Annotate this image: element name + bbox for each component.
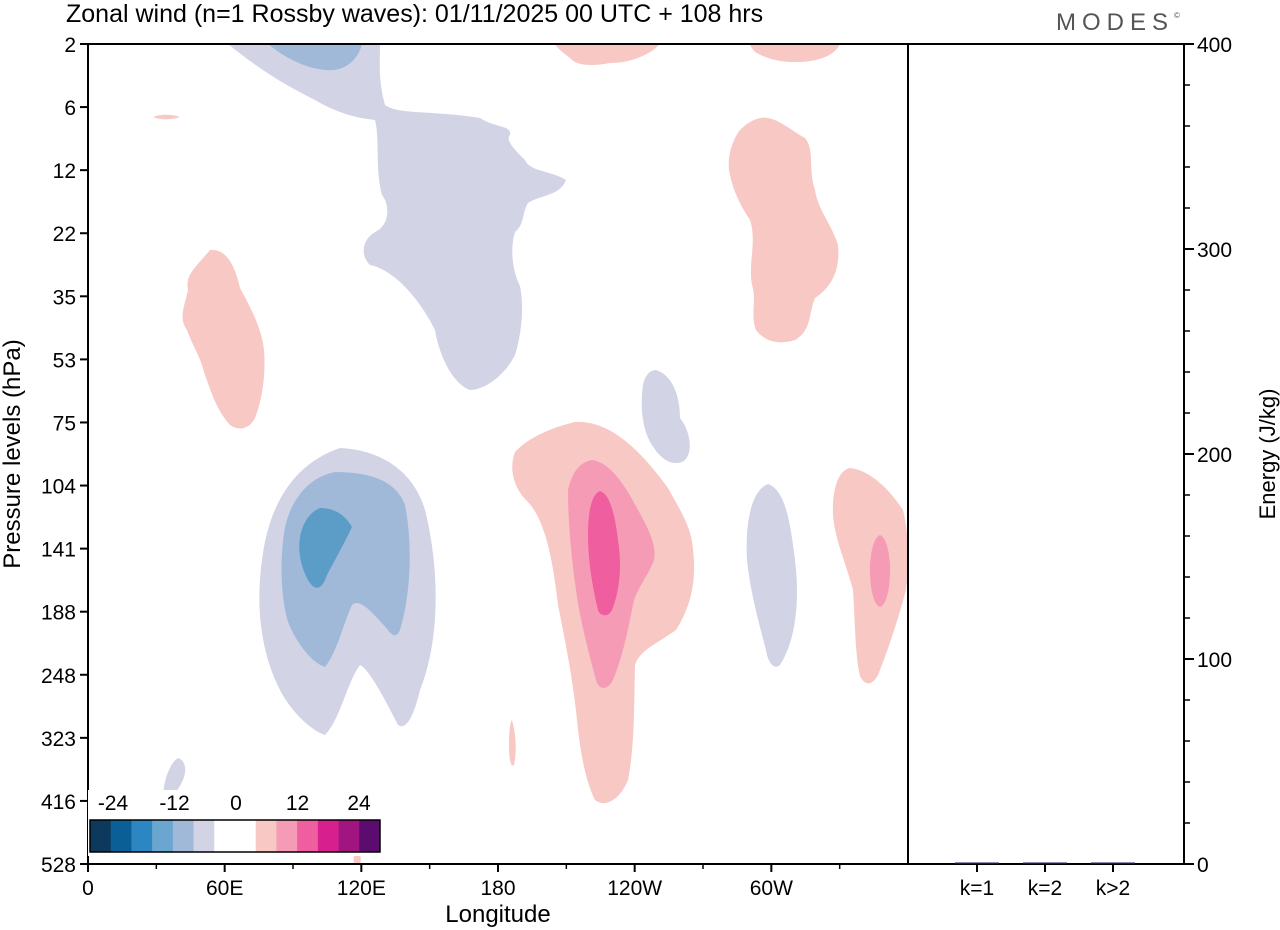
contour-pos-right-core (870, 535, 890, 607)
energy-axis-label: Energy (J/kg) (1255, 389, 1280, 520)
colorbar-swatch (214, 820, 236, 852)
longitude-tick-label: 60W (750, 877, 793, 900)
energy-tick-label: 100 (1197, 649, 1232, 672)
pressure-tick-label: 6 (64, 97, 76, 120)
energy-bar-2 (1023, 862, 1067, 864)
colorbar-swatch (297, 820, 319, 852)
energy-plot-frame (907, 43, 1185, 865)
energy-bars: k=1 k=2 k>2 (955, 862, 1135, 900)
contour-pos-top-right (750, 44, 840, 63)
brand-text: MODES (1056, 9, 1175, 36)
pressure-tick-label: 75 (53, 412, 76, 435)
colorbar-tick-label: -24 (98, 792, 129, 815)
contour-field (153, 44, 909, 864)
pressure-tick-label: 188 (41, 602, 76, 625)
pressure-tick-label: 104 (41, 476, 76, 499)
colorbar-swatch (152, 820, 174, 852)
contour-neg-upper (228, 44, 566, 390)
colorbar-tick-label: 0 (230, 792, 242, 815)
contour-pos-tiny (153, 114, 180, 120)
contour-pos-upper-right (728, 117, 839, 343)
energy-tick-label: 300 (1197, 239, 1232, 262)
colorbar-tick-label: -12 (159, 792, 189, 815)
energy-bar-3 (1091, 862, 1135, 864)
colorbar-swatch (172, 820, 194, 852)
longitude-axis: 0 60E 120E 180 120W 60W (82, 864, 841, 900)
modes-logo: MODES© (1056, 9, 1180, 36)
energy-category-label: k=2 (1028, 877, 1062, 900)
energy-bar-1 (955, 862, 999, 864)
chart-title: Zonal wind (n=1 Rossby waves): 01/11/202… (66, 0, 764, 28)
pressure-tick-label: 248 (41, 665, 76, 688)
contour-neg-mid (641, 370, 690, 464)
contour-pos-left (182, 249, 265, 429)
colorbar-swatch (193, 820, 215, 852)
contour-neg-small (163, 758, 186, 797)
colorbar-tick-label: 12 (286, 792, 309, 815)
contour-pos-top (555, 44, 660, 66)
colorbar-swatch (276, 820, 298, 852)
energy-tick-label: 0 (1197, 854, 1209, 877)
pressure-tick-label: 528 (41, 854, 76, 877)
pressure-tick-label: 12 (53, 160, 76, 183)
colorbar-swatch (317, 820, 339, 852)
pressure-tick-label: 323 (41, 728, 76, 751)
contour-neg-right (746, 484, 798, 667)
pressure-tick-label: 141 (41, 539, 76, 562)
contour-neg-left-core (299, 508, 352, 588)
colorbar-swatch (110, 820, 132, 852)
colorbar-swatch (90, 820, 112, 852)
pressure-tick-label: 35 (53, 286, 76, 309)
pressure-tick-label: 416 (41, 791, 76, 814)
longitude-tick-label: 0 (82, 877, 94, 900)
y-axis-label: Pressure levels (hPa) (0, 339, 26, 568)
longitude-tick-label: 120E (337, 877, 386, 900)
contour-pos-center-core (588, 491, 620, 616)
x-axis-label: Longitude (445, 901, 550, 928)
colorbar-swatch (255, 820, 277, 852)
colorbar-swatch (131, 820, 153, 852)
energy-tick-label: 400 (1197, 34, 1232, 57)
colorbar-swatch (235, 820, 257, 852)
longitude-tick-label: 120W (607, 877, 662, 900)
energy-axis: 0 100 200 300 400 (1184, 34, 1232, 877)
colorbar-swatch (338, 820, 360, 852)
longitude-tick-label: 180 (480, 877, 515, 900)
energy-category-label: k=1 (960, 877, 994, 900)
pressure-axis: 2 6 12 22 35 53 75 104 141 188 248 323 416 528 (41, 34, 88, 877)
pressure-tick-label: 2 (64, 34, 76, 57)
contour-pos-sliver (509, 720, 516, 766)
pressure-tick-label: 22 (53, 223, 76, 246)
pressure-tick-label: 53 (53, 349, 76, 372)
colorbar-swatch (359, 820, 381, 852)
contour-neg-upper-core (268, 44, 362, 71)
energy-category-label: k>2 (1096, 877, 1130, 900)
colorbar-legend: -24 -12 0 12 24 (88, 790, 382, 856)
colorbar-border (89, 819, 381, 853)
longitude-tick-label: 60E (206, 877, 243, 900)
energy-tick-label: 200 (1197, 444, 1232, 467)
colorbar-tick-label: 24 (347, 792, 371, 815)
